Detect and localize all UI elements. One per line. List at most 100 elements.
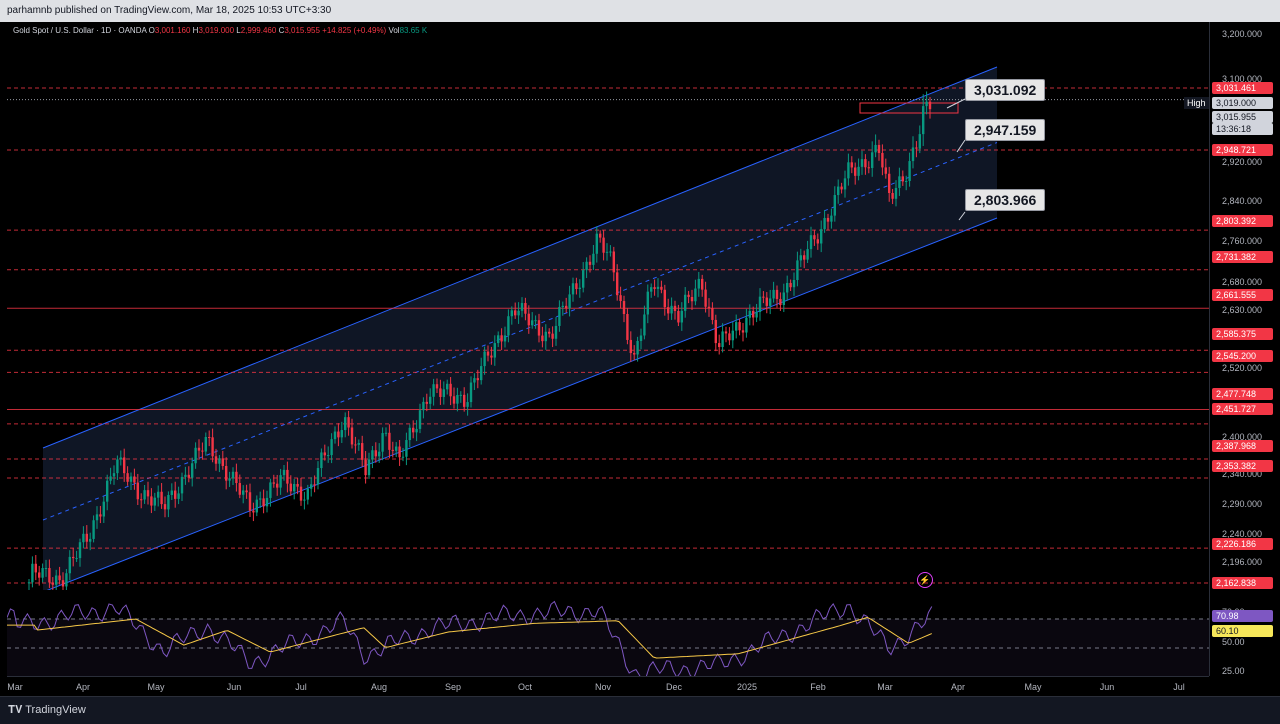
candle-body (582, 270, 585, 288)
candle-body (415, 428, 418, 433)
callout-low-target[interactable]: 2,803.966 (965, 189, 1046, 211)
rsi-svg[interactable] (7, 591, 1209, 676)
candle-body (697, 278, 700, 289)
rsi-tick: 25.00 (1222, 666, 1245, 676)
candle-body (796, 260, 799, 280)
callout-top-target[interactable]: 3,031.092 (965, 79, 1046, 101)
candle-body (61, 580, 65, 587)
high-tag: High (1184, 97, 1209, 109)
candle-body (337, 431, 340, 438)
level-label: 2,545.200 (1212, 350, 1273, 362)
candle-body (476, 378, 479, 381)
candle-body (874, 144, 877, 153)
candle-body (432, 384, 435, 397)
candle-body (894, 187, 898, 199)
candle-body (779, 298, 782, 305)
candle-body (123, 457, 126, 474)
candle-body (163, 504, 167, 510)
candle-body (707, 306, 711, 309)
candle-body (350, 427, 354, 445)
level-label: 2,477.748 (1212, 388, 1273, 400)
candle-body (792, 279, 796, 288)
price-tick: 2,290.000 (1222, 499, 1263, 509)
candle-body (517, 310, 520, 316)
candle-body (136, 482, 139, 500)
price-chart-pane[interactable] (7, 22, 1209, 590)
month-label: Jul (1173, 682, 1185, 692)
candle-body (439, 388, 442, 397)
candle-body (211, 437, 214, 457)
candle-body (194, 447, 197, 464)
candle-body (680, 310, 683, 323)
candle-body (786, 282, 789, 293)
candle-body (592, 253, 595, 265)
level-label: 2,803.392 (1212, 215, 1273, 227)
tradingview-logo[interactable]: 𝐓𝐕 TradingView (8, 704, 86, 717)
candle-body (286, 469, 289, 484)
candle-body (830, 215, 833, 222)
candle-body (864, 159, 867, 168)
candle-body (493, 343, 496, 358)
flash-icon[interactable]: ⚡ (917, 572, 933, 588)
candle-body (629, 339, 632, 354)
price-axis[interactable]: 3,200.000 3,100.000 2,920.000 2,840.000 … (1209, 22, 1280, 676)
candle-body (313, 484, 316, 486)
candle-body (361, 443, 364, 460)
candle-body (242, 490, 245, 495)
rsi-tick: 50.00 (1222, 637, 1245, 647)
candle-body (816, 239, 819, 244)
candle-body (772, 289, 775, 299)
candle-body (568, 294, 571, 309)
publisher-bar: parhamnb published on TradingView.com, M… (0, 0, 1280, 22)
candle-body (41, 568, 44, 578)
candle-body (384, 432, 388, 434)
target-box (859, 102, 959, 114)
time-axis[interactable]: Mar Apr May Jun Jul Aug Sep Oct Nov Dec … (7, 676, 1209, 697)
symbol-name: Gold Spot / U.S. Dollar · 1D · OANDA (13, 26, 147, 35)
candle-body (765, 297, 768, 306)
callout-mid-target[interactable]: 2,947.159 (965, 119, 1046, 141)
channel-lower-line (46, 217, 998, 590)
price-tick: 3,100.000 (1222, 74, 1263, 84)
candle-body (330, 439, 333, 456)
candle-body (653, 287, 656, 289)
candle-body (446, 383, 449, 390)
candle-body (112, 473, 116, 477)
level-label: 3,031.461 (1212, 82, 1273, 94)
candle-body (174, 490, 177, 499)
candle-body (395, 446, 398, 451)
candle-body (891, 192, 894, 199)
candle-body (803, 255, 806, 260)
candle-body (667, 307, 670, 314)
candle-body (915, 147, 918, 149)
candle-body (497, 335, 500, 344)
candle-body (157, 491, 160, 498)
month-label: Dec (665, 682, 683, 692)
candle-body (68, 556, 71, 574)
candle-body (724, 331, 728, 334)
candle-body (435, 384, 439, 389)
level-label: 2,162.838 (1212, 577, 1273, 589)
month-label: Jul (295, 682, 307, 692)
candle-body (31, 563, 34, 583)
last-price-label: 3,015.955 (1212, 111, 1273, 123)
candle-body (911, 147, 915, 162)
price-chart-svg[interactable] (7, 22, 1209, 590)
candle-body (225, 465, 228, 481)
month-label: May (147, 682, 165, 692)
candle-body (214, 456, 218, 464)
month-label: Apr (950, 682, 966, 692)
candle-body (293, 483, 296, 492)
rsi-pane[interactable] (7, 591, 1209, 676)
candle-body (340, 430, 343, 438)
candle-body (636, 340, 639, 355)
level-label: 2,731.382 (1212, 251, 1273, 263)
candle-body (109, 476, 112, 481)
candle-body (898, 176, 901, 188)
candle-body (452, 396, 456, 404)
close-label: C (278, 26, 285, 35)
candle-body (663, 289, 666, 308)
candle-body (561, 305, 564, 307)
candle-body (65, 573, 68, 587)
candle-body (102, 501, 105, 517)
